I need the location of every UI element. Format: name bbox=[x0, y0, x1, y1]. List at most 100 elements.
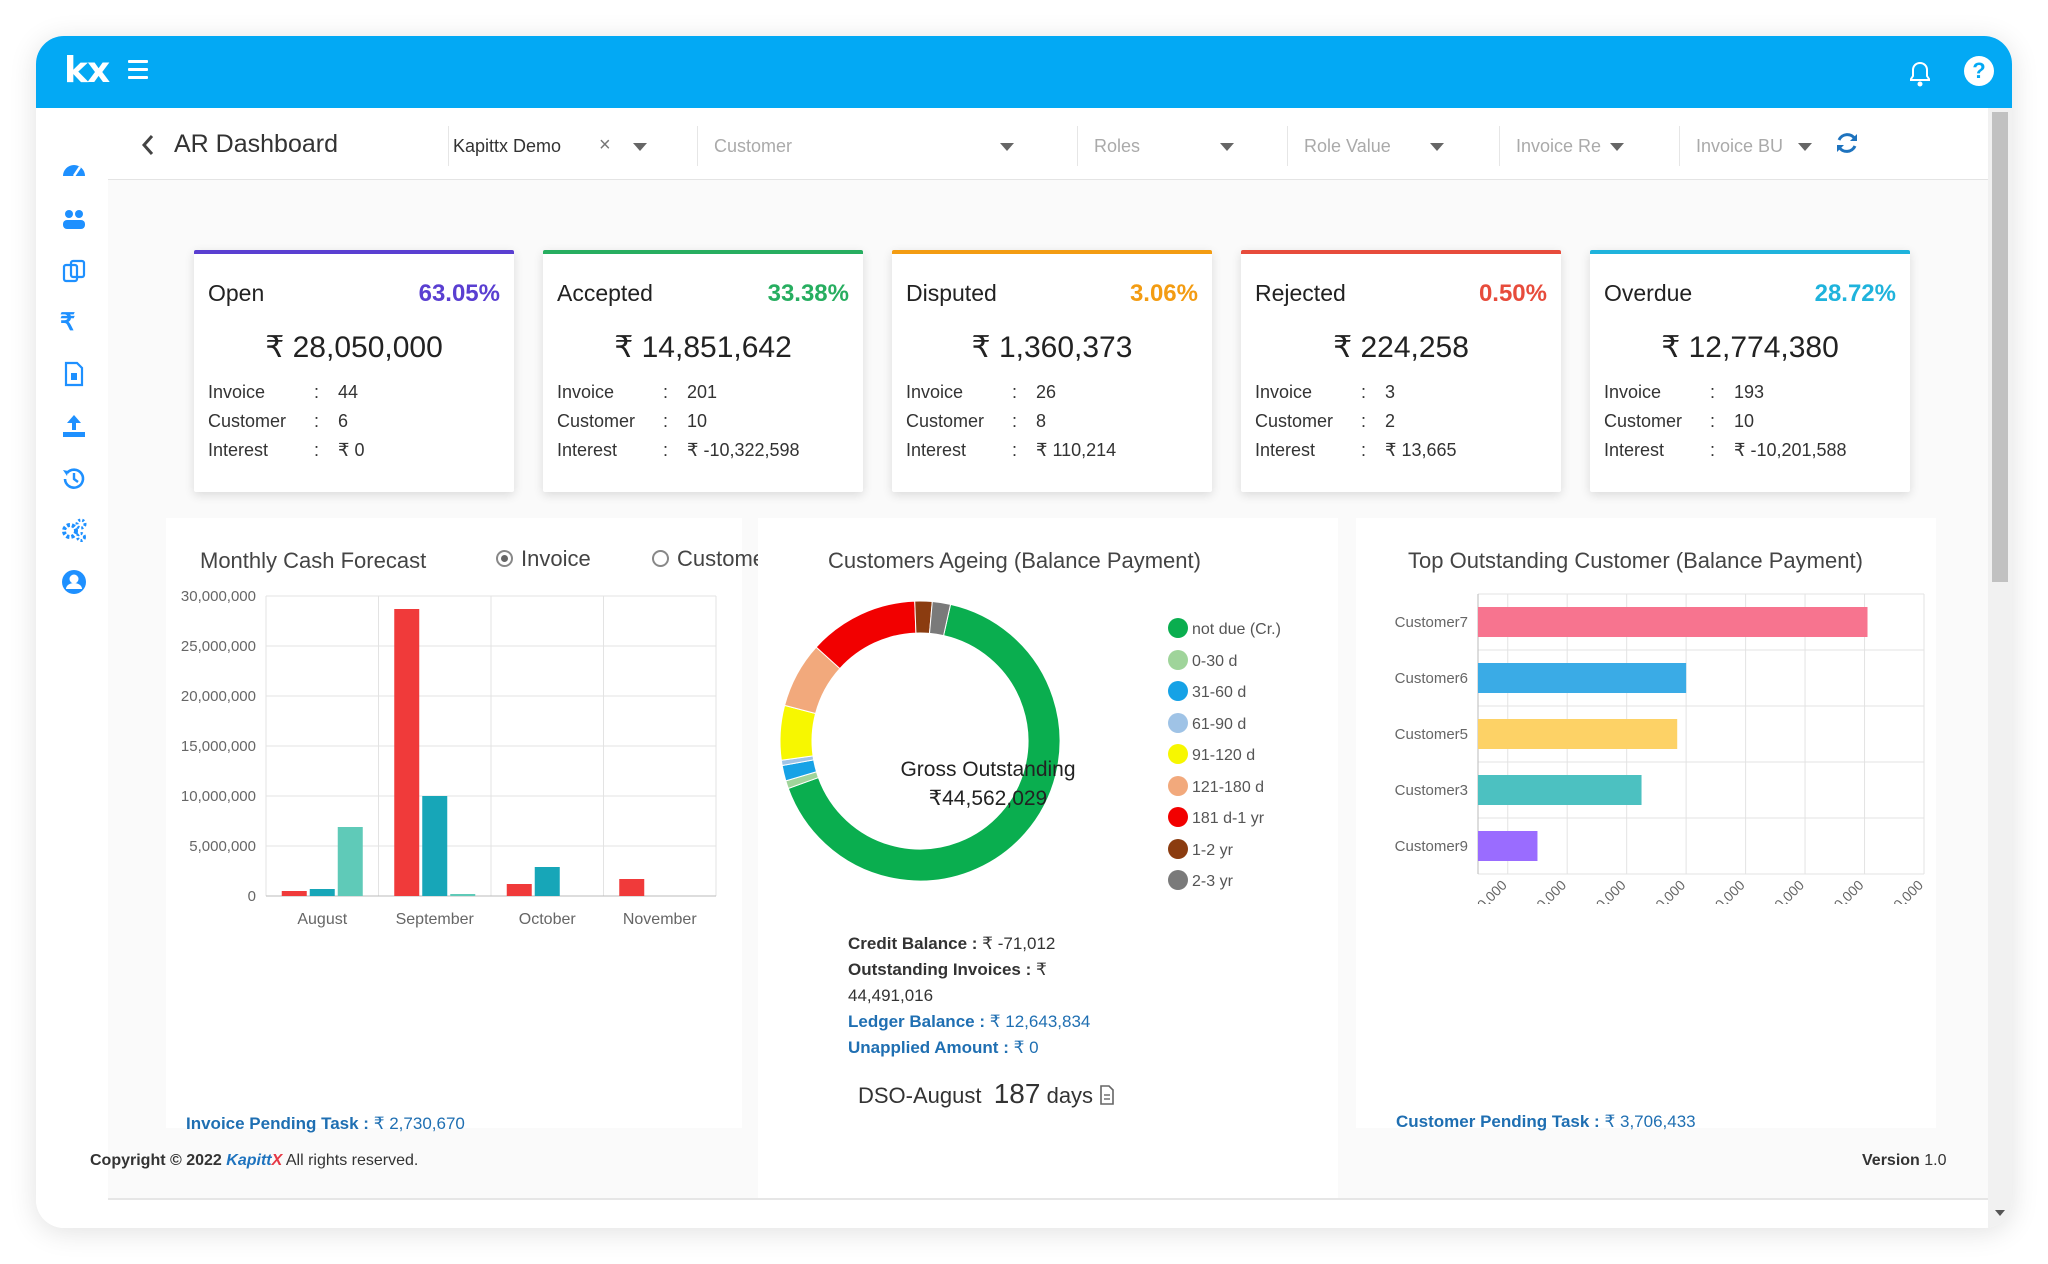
outstanding-invoices-value: 44,491,016 bbox=[848, 986, 934, 1005]
y-tick-label: 0 bbox=[248, 888, 256, 905]
forecast-bar[interactable] bbox=[619, 879, 645, 896]
y-tick-label: Customer3 bbox=[1395, 782, 1468, 799]
legend-item[interactable]: 1-2 yr bbox=[1168, 838, 1233, 860]
x-tick-label: 4,000,000 bbox=[1514, 877, 1570, 904]
card-interest-row: Interest: ₹ -10,322,598 bbox=[557, 440, 800, 460]
forecast-bar[interactable] bbox=[506, 884, 532, 896]
y-tick-label: Customer6 bbox=[1395, 670, 1468, 687]
legend-swatch bbox=[1168, 744, 1188, 764]
y-tick-label: Customer9 bbox=[1395, 838, 1468, 855]
refresh-icon[interactable] bbox=[1834, 130, 1860, 161]
x-tick-label: August bbox=[297, 911, 347, 928]
history-icon[interactable] bbox=[60, 464, 88, 492]
role-value-select[interactable]: Role Value bbox=[1290, 126, 1500, 166]
bell-icon[interactable] bbox=[1908, 60, 1932, 88]
forecast-bar[interactable] bbox=[309, 889, 335, 896]
customer-bar[interactable] bbox=[1478, 607, 1868, 637]
forecast-bar[interactable] bbox=[394, 609, 420, 896]
forecast-bar[interactable] bbox=[337, 827, 363, 896]
legend-item[interactable]: 91-120 d bbox=[1168, 744, 1255, 765]
settings-gears-icon[interactable] bbox=[60, 516, 88, 544]
legend-item[interactable]: 61-90 d bbox=[1168, 712, 1246, 734]
scroll-down-arrow-icon[interactable] bbox=[1995, 1210, 2005, 1216]
invoice-bu-select[interactable]: Invoice BU bbox=[1682, 126, 1822, 166]
ledger-balance-link[interactable]: Ledger Balance : ₹ 12,643,834 bbox=[848, 1012, 1091, 1031]
forecast-bar[interactable] bbox=[422, 796, 448, 896]
card-invoice-row: Invoice:26 bbox=[906, 382, 1057, 402]
card-customer-row: Customer:10 bbox=[557, 411, 708, 431]
unapplied-amount-link[interactable]: Unapplied Amount : ₹ 0 bbox=[848, 1038, 1039, 1057]
ageing-slice[interactable] bbox=[779, 704, 817, 761]
footer-divider bbox=[108, 1198, 1988, 1228]
card-amount: ₹ 224,258 bbox=[1333, 331, 1469, 364]
card-customer-row: Customer:8 bbox=[906, 411, 1047, 431]
brand-name[interactable]: KapittX bbox=[226, 1152, 283, 1169]
document-icon[interactable] bbox=[1099, 1085, 1115, 1105]
invoice-radio[interactable]: Invoice bbox=[496, 546, 591, 572]
overdue-card[interactable]: Overdue 28.72% ₹ 12,774,380 Invoice:193 … bbox=[1590, 250, 1910, 492]
vertical-scrollbar[interactable] bbox=[1988, 108, 2012, 1228]
y-tick-label: 25,000,000 bbox=[181, 638, 256, 655]
legend-item[interactable]: 31-60 d bbox=[1168, 681, 1246, 702]
roles-select[interactable]: Roles bbox=[1080, 126, 1288, 166]
legend-swatch bbox=[1168, 775, 1188, 796]
y-tick-label: 30,000,000 bbox=[181, 588, 256, 605]
invoice-pending-task-link[interactable]: Invoice Pending Task : ₹ 2,730,670 bbox=[186, 1114, 465, 1133]
user-profile-icon[interactable] bbox=[60, 568, 88, 596]
customer-bar[interactable] bbox=[1478, 719, 1678, 749]
x-tick-label: November bbox=[623, 911, 697, 928]
customer-bar[interactable] bbox=[1478, 775, 1642, 805]
sidebar: ₹ bbox=[36, 108, 108, 1228]
legend-item[interactable]: not due (Cr.) bbox=[1168, 618, 1281, 639]
ageing-slice[interactable] bbox=[815, 600, 917, 670]
tenant-select[interactable]: Kapittx Demo × bbox=[448, 126, 698, 166]
legend-swatch bbox=[1168, 807, 1188, 827]
x-tick-label: 8,000,000 bbox=[1633, 877, 1689, 904]
role-value-select-placeholder: Role Value bbox=[1304, 136, 1391, 156]
clear-icon[interactable]: × bbox=[599, 134, 611, 156]
open-card[interactable]: Open 63.05% ₹ 28,050,000 Invoice:44 Cust… bbox=[194, 250, 514, 492]
x-tick-label: 2,000,000 bbox=[1454, 877, 1510, 904]
ageing-slice[interactable] bbox=[928, 600, 952, 637]
disputed-card[interactable]: Disputed 3.06% ₹ 1,360,373 Invoice:26 Cu… bbox=[892, 250, 1212, 492]
customer-radio[interactable]: Customer bbox=[652, 546, 772, 572]
y-tick-label: 10,000,000 bbox=[181, 788, 256, 805]
card-customer-row: Customer:2 bbox=[1255, 411, 1396, 431]
card-invoice-row: Invoice:201 bbox=[557, 382, 718, 402]
customer-bar[interactable] bbox=[1478, 663, 1687, 693]
rejected-card[interactable]: Rejected 0.50% ₹ 224,258 Invoice:3 Custo… bbox=[1241, 250, 1561, 492]
hamburger-menu-icon[interactable] bbox=[128, 60, 148, 82]
invoice-re-select[interactable]: Invoice Re bbox=[1502, 126, 1680, 166]
forecast-bar[interactable] bbox=[281, 891, 307, 896]
upload-icon[interactable] bbox=[60, 412, 88, 440]
scrollbar-thumb[interactable] bbox=[1992, 112, 2008, 582]
version-text: Version 1.0 bbox=[1862, 1152, 1947, 1169]
card-percentage: 3.06% bbox=[1129, 280, 1198, 307]
accepted-card[interactable]: Accepted 33.38% ₹ 14,851,642 Invoice:201… bbox=[543, 250, 863, 492]
legend-item[interactable]: 181 d-1 yr bbox=[1168, 807, 1264, 828]
filter-bar: AR Dashboard Kapittx Demo × Customer Rol… bbox=[108, 108, 1988, 180]
x-tick-label: 14,000,000 bbox=[1806, 877, 1867, 904]
customer-bar[interactable] bbox=[1478, 831, 1538, 861]
legend-item[interactable]: 2-3 yr bbox=[1168, 870, 1233, 891]
rupee-icon[interactable]: ₹ bbox=[60, 309, 76, 336]
card-amount: ₹ 14,851,642 bbox=[614, 331, 792, 364]
cash-forecast-title: Monthly Cash Forecast bbox=[200, 548, 427, 573]
card-interest-row: Interest: ₹ 0 bbox=[208, 440, 365, 460]
app-logo[interactable]: kx bbox=[64, 50, 110, 91]
help-icon[interactable]: ? bbox=[1964, 56, 1994, 86]
ageing-slice[interactable] bbox=[787, 603, 1061, 882]
customer-select[interactable]: Customer bbox=[700, 126, 1078, 166]
legend-item[interactable]: 121-180 d bbox=[1168, 775, 1264, 797]
forecast-bar[interactable] bbox=[534, 867, 560, 896]
back-arrow-icon[interactable] bbox=[140, 134, 156, 161]
tenant-select-value: Kapittx Demo bbox=[453, 136, 562, 156]
documents-copy-icon[interactable] bbox=[60, 258, 88, 286]
card-customer-row: Customer:10 bbox=[1604, 411, 1755, 431]
legend-item[interactable]: 0-30 d bbox=[1168, 649, 1237, 671]
dashboard-gauge-icon[interactable] bbox=[60, 156, 88, 184]
forecast-bar[interactable] bbox=[450, 894, 476, 896]
invoice-file-icon[interactable] bbox=[60, 360, 88, 388]
users-icon[interactable] bbox=[60, 206, 88, 234]
customer-pending-task-link[interactable]: Customer Pending Task : ₹ 3,706,433 bbox=[1396, 1112, 1696, 1131]
